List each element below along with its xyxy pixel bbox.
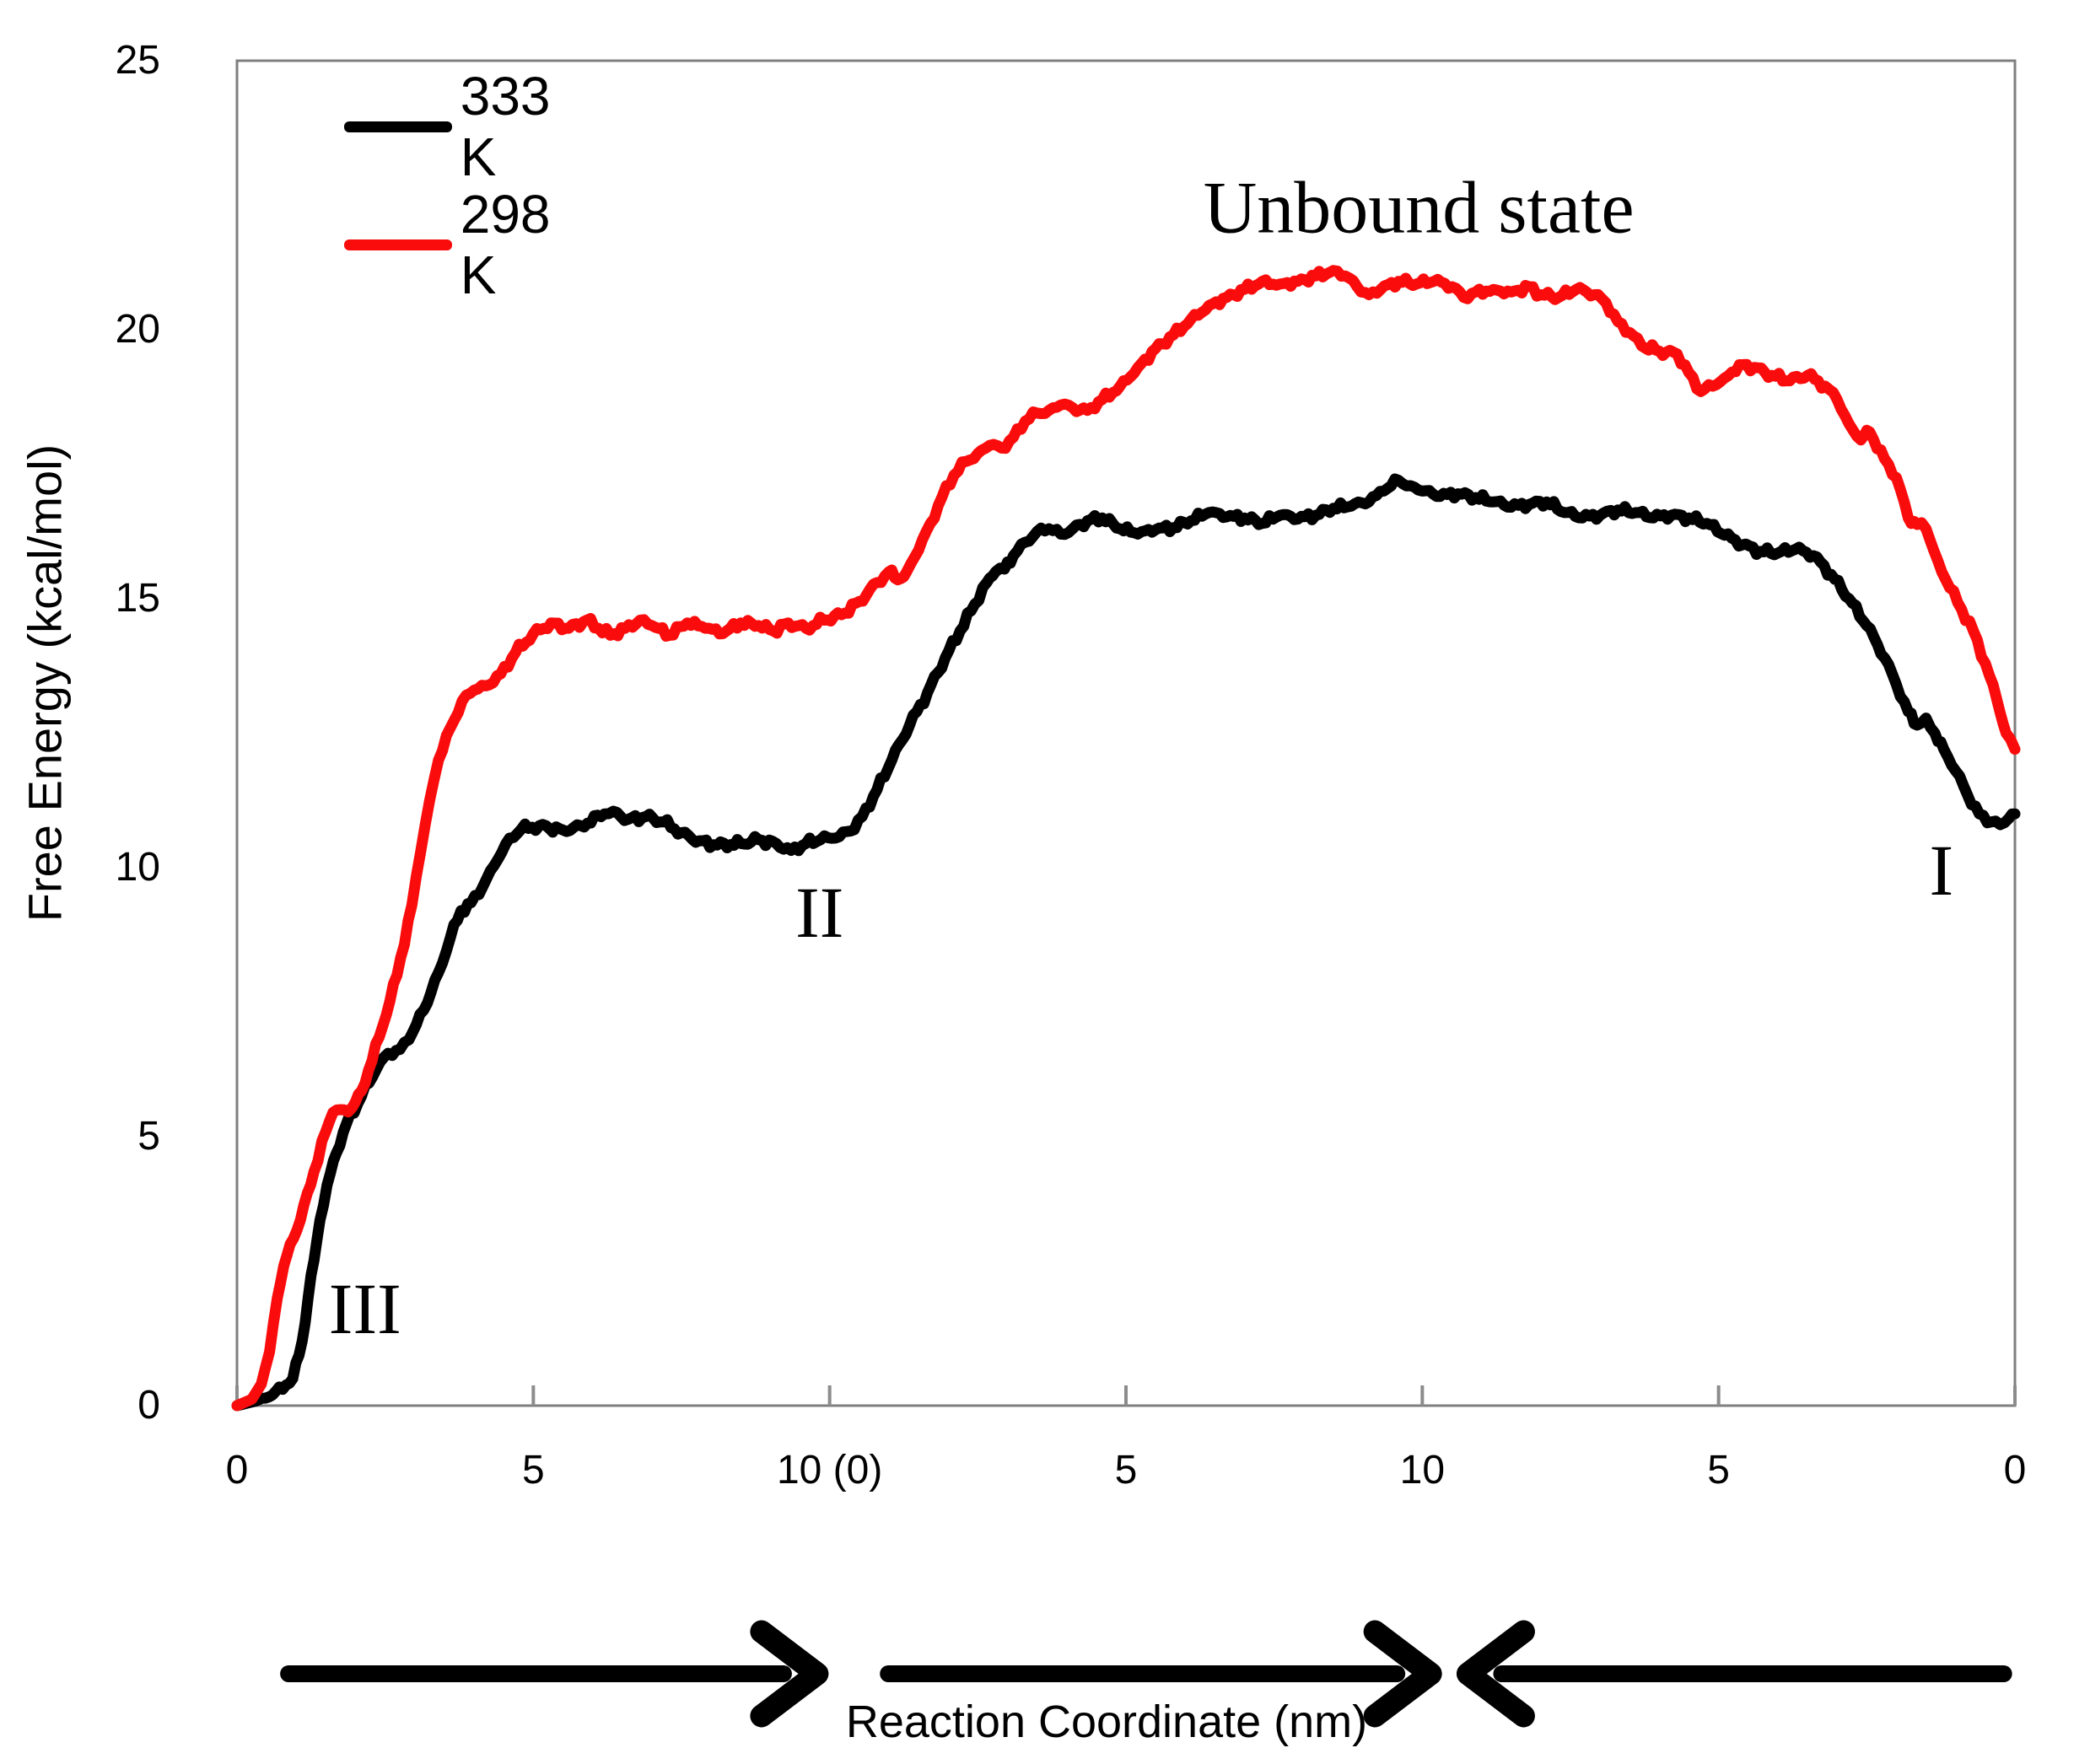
x-tick-label-4: 10 <box>1399 1448 1446 1492</box>
annotation-region-iii: III <box>328 1268 401 1350</box>
legend-item-298k: 298 K <box>344 184 575 305</box>
annotation-region-ii: II <box>795 871 844 953</box>
y-tick-label-20: 20 <box>115 307 160 352</box>
pull-arrow-3-head-left-icon <box>1456 1620 1535 1728</box>
x-tick-label-2: 10 (0) <box>776 1448 883 1492</box>
x-tick-label-0: 0 <box>225 1448 249 1492</box>
curve-298-k <box>231 265 2021 1412</box>
x-tick-label-3: 5 <box>1114 1448 1138 1492</box>
curve-333-k <box>231 473 2021 1412</box>
legend-item-333k: 333 K <box>344 66 575 187</box>
x-tick-label-1: 5 <box>521 1448 545 1492</box>
y-tick-label-15: 15 <box>115 576 160 621</box>
legend-line-333k-swatch <box>344 121 452 132</box>
y-tick-label-25: 25 <box>115 38 160 83</box>
pull-arrow-2-head-right-icon <box>1363 1620 1442 1728</box>
x-axis-title: Reaction Coordinate (nm) <box>845 1697 1368 1747</box>
legend-label-298k: 298 K <box>460 184 551 305</box>
x-tick-label-5: 5 <box>1707 1448 1730 1492</box>
annotation-region-i: I <box>1929 830 1954 912</box>
y-tick-label-10: 10 <box>115 845 160 890</box>
y-tick-label-0: 0 <box>137 1383 160 1428</box>
pull-arrow-1-head-right-icon <box>750 1620 829 1728</box>
annotation-unbound-state: Unbound state <box>1203 167 1635 250</box>
legend-label-333k: 333 K <box>460 66 551 187</box>
legend-line-298k-swatch <box>344 239 452 250</box>
x-tick-label-6: 0 <box>2003 1448 2027 1492</box>
y-tick-label-5: 5 <box>137 1114 160 1159</box>
